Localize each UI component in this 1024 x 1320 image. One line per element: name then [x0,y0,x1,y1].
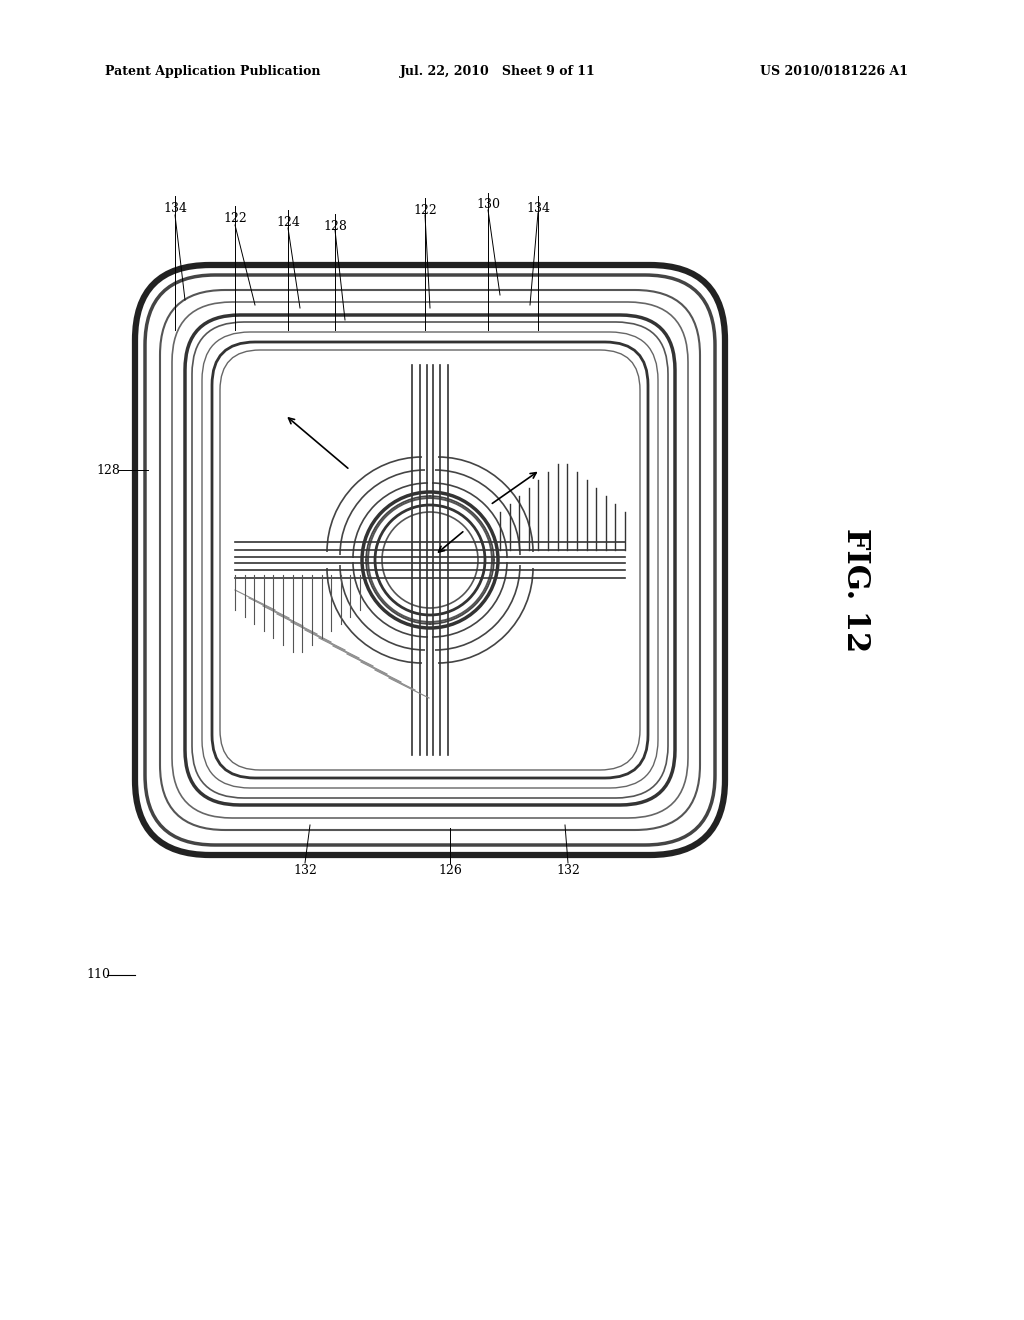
Text: Jul. 22, 2010   Sheet 9 of 11: Jul. 22, 2010 Sheet 9 of 11 [400,66,596,78]
Text: 132: 132 [293,863,317,876]
Text: 132: 132 [556,863,580,876]
Text: 128: 128 [323,219,347,232]
Text: 126: 126 [438,863,462,876]
Text: 122: 122 [223,211,247,224]
Text: Patent Application Publication: Patent Application Publication [105,66,321,78]
Text: 134: 134 [163,202,187,214]
Text: 122: 122 [413,203,437,216]
Text: 130: 130 [476,198,500,211]
Text: 128: 128 [96,463,120,477]
Text: US 2010/0181226 A1: US 2010/0181226 A1 [760,66,908,78]
Text: 124: 124 [276,215,300,228]
Text: 110: 110 [86,969,110,982]
Text: 134: 134 [526,202,550,214]
Text: FIG. 12: FIG. 12 [840,528,871,652]
